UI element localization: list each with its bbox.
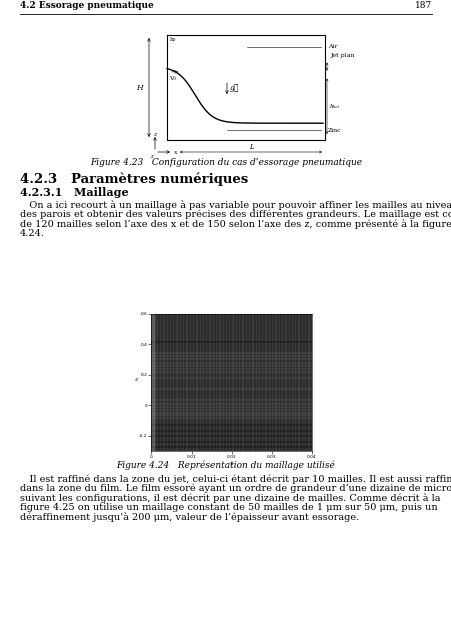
- Text: V₀: V₀: [169, 76, 175, 81]
- Text: z: z: [150, 154, 152, 159]
- Text: Figure 4.24   Représentation du maillage utilisé: Figure 4.24 Représentation du maillage u…: [116, 460, 335, 470]
- Text: g⃗: g⃗: [230, 84, 239, 93]
- Text: hₖₑₜ: hₖₑₜ: [329, 104, 339, 109]
- Text: Zinc: Zinc: [327, 127, 341, 132]
- X-axis label: x: x: [230, 461, 233, 466]
- Text: déraffinement jusqu’à 200 μm, valeur de l’épaisseur avant essorage.: déraffinement jusqu’à 200 μm, valeur de …: [20, 512, 359, 522]
- Text: On a ici recourt à un maillage à pas variable pour pouvoir affiner les mailles a: On a ici recourt à un maillage à pas var…: [20, 200, 451, 210]
- Text: H: H: [136, 83, 143, 92]
- Text: Il est raffiné dans la zone du jet, celui-ci étant décrit par 10 mailles. Il est: Il est raffiné dans la zone du jet, celu…: [20, 474, 451, 484]
- Text: Jet plan: Jet plan: [330, 54, 355, 58]
- Text: x: x: [174, 150, 177, 154]
- Text: suivant les configurations, il est décrit par une dizaine de mailles. Comme décr: suivant les configurations, il est décri…: [20, 493, 440, 503]
- Text: h₀: h₀: [170, 37, 176, 42]
- Text: z: z: [153, 132, 156, 137]
- Text: figure 4.25 on utilise un maillage constant de 50 mailles de 1 μm sur 50 μm, pui: figure 4.25 on utilise un maillage const…: [20, 502, 437, 512]
- Text: L: L: [248, 143, 253, 151]
- Text: 4.2.3   Paramètres numériques: 4.2.3 Paramètres numériques: [20, 172, 248, 186]
- Text: Figure 4.23   Configuration du cas d’essorage pneumatique: Figure 4.23 Configuration du cas d’essor…: [90, 158, 361, 167]
- Text: dans la zone du film. Le film essoré ayant un ordre de grandeur d’une dizaine de: dans la zone du film. Le film essoré aya…: [20, 484, 451, 493]
- Text: 4.2.3.1   Maillage: 4.2.3.1 Maillage: [20, 187, 129, 198]
- Y-axis label: z: z: [134, 378, 137, 383]
- Text: de 120 mailles selon l’axe des x et de 150 selon l’axe des z, comme présenté à l: de 120 mailles selon l’axe des x et de 1…: [20, 219, 451, 229]
- Text: 187: 187: [414, 1, 431, 10]
- Text: 4.24.: 4.24.: [20, 228, 45, 237]
- Text: 4.2 Essorage pneumatique: 4.2 Essorage pneumatique: [20, 1, 153, 10]
- Text: Air: Air: [327, 45, 336, 49]
- Text: des parois et obtenir des valeurs précises des différentes grandeurs. Le maillag: des parois et obtenir des valeurs précis…: [20, 209, 451, 219]
